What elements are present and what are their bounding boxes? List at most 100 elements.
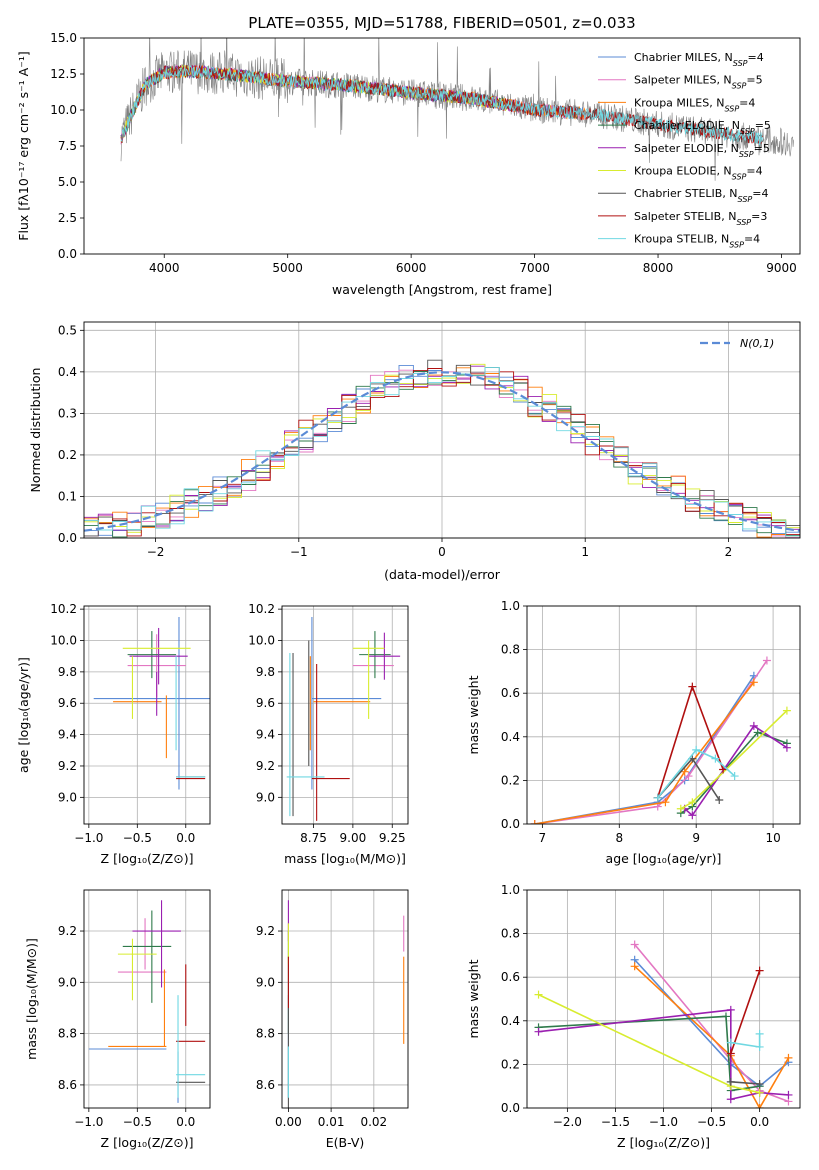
tick-layer: −2 −1 0 1 2 0.0 0.1 0.2 0.3 0.4 0.5	[58, 322, 800, 559]
legend-nssp: 4	[753, 233, 760, 246]
weight-marker	[726, 1077, 735, 1086]
weight-series-line	[657, 748, 736, 799]
y-tick-label: 0.0	[58, 247, 77, 261]
x-tick-label: 8	[615, 831, 623, 845]
legend-label: Kroupa STELIB, NSSP=4	[634, 233, 760, 250]
legend-subscript: SSP	[724, 104, 739, 113]
y-tick-label: 9.6	[256, 696, 275, 710]
x-tick-label: 0.0	[176, 831, 195, 845]
x-tick-label: −1.0	[74, 831, 103, 845]
weight-marker	[755, 1029, 764, 1038]
weight-marker	[782, 743, 791, 752]
legend-eq: =	[747, 51, 756, 64]
x-tick-label: 0	[438, 545, 446, 559]
normal-reference-curve	[84, 371, 800, 532]
legend-eq: =	[746, 165, 755, 178]
x-tick-label: 9.25	[379, 831, 406, 845]
weight-marker	[753, 728, 762, 737]
x-tick-label: −1.0	[649, 1115, 678, 1129]
y-tick-label: 0.4	[58, 365, 77, 379]
y-tick-label: 10.0	[248, 634, 275, 648]
weight-series-line	[634, 943, 789, 1103]
age_vs_mass-panel: 8.75 9.00 9.25 9.0 9.2 9.4 9.6 9.8 10.0 10.2 mass …	[248, 602, 409, 866]
plot-area	[84, 359, 800, 538]
plot-area	[287, 900, 405, 1108]
y-tick-label: 9.2	[256, 924, 275, 938]
y-tick-label: 5.0	[58, 175, 77, 189]
legend-subscript: SSP	[729, 240, 744, 249]
weight-marker	[755, 1080, 764, 1089]
y-axis-label: mass weight	[466, 675, 481, 754]
y-tick-label: 2.5	[58, 211, 77, 225]
y-tick-label: 9.8	[256, 665, 275, 679]
weight-series-line	[534, 660, 768, 824]
plot-area	[286, 616, 401, 821]
legend-subscript: SSP	[732, 172, 747, 181]
y-tick-label: 12.5	[50, 67, 77, 81]
x-tick-label: 0.0	[750, 1115, 769, 1129]
legend-label: Kroupa MILES, NSSP=4	[634, 96, 755, 113]
x-tick-label: 0.00	[275, 1115, 302, 1129]
weight-marker	[653, 793, 662, 802]
y-tick-label: 0.4	[501, 1014, 520, 1028]
weight-marker	[715, 796, 724, 805]
y-tick-label: 7.5	[58, 139, 77, 153]
y-tick-label: 9.0	[58, 975, 77, 989]
axes-frame	[83, 37, 801, 255]
weight-marker	[534, 1027, 543, 1036]
x-axis-label: Z [log₁₀(Z/Z⊙)]	[617, 1135, 710, 1150]
x-tick-label: 9	[692, 831, 700, 845]
weight-series-line	[534, 675, 755, 824]
mass_vs_Z-panel: −1.0 −0.5 0.0 8.6 8.8 9.0 9.2 Z [log₁₀(Z/Z⊙)] ma…	[24, 889, 211, 1150]
weight-marker	[749, 721, 758, 730]
legend-model-name: Chabrier MILES	[634, 51, 718, 64]
y-tick-label: 10.2	[248, 602, 275, 616]
y-tick-label: 0.2	[501, 1057, 520, 1071]
x-tick-label: −2	[147, 545, 165, 559]
weight-series-line	[534, 681, 755, 824]
weight-marker	[534, 990, 543, 999]
legend: N(0,1)	[700, 337, 774, 350]
weight-marker	[721, 1012, 730, 1021]
legend-nssp: 5	[756, 74, 763, 87]
spectrum-data-line	[120, 38, 794, 181]
legend-model-name: Salpeter ELODIE	[634, 142, 724, 155]
x-axis-label: wavelength [Angstrom, rest frame]	[332, 282, 552, 297]
legend-label: Chabrier ELODIE, NSSP=5	[634, 119, 771, 136]
legend-model-name: Kroupa STELIB	[634, 233, 714, 246]
legend-eq: =	[754, 142, 763, 155]
weight-marker	[711, 754, 720, 763]
x-tick-label: 0.02	[360, 1115, 387, 1129]
mass_vs_ebv-panel: 0.00 0.01 0.02 8.6 8.8 9.0 9.2 E(B-V)	[256, 889, 409, 1150]
legend-model-name: Salpeter MILES	[634, 74, 716, 87]
legend-sep: , N	[709, 96, 724, 109]
x-tick-label: 6000	[396, 261, 427, 275]
x-tick-label: 9000	[766, 261, 797, 275]
legend-sep: , N	[725, 119, 740, 132]
y-tick-label: 1.0	[501, 883, 520, 897]
y-tick-label: 10.0	[50, 634, 77, 648]
y-tick-label: 9.2	[58, 924, 77, 938]
legend-nssp: 4	[757, 51, 764, 64]
y-tick-label: 9.0	[256, 790, 275, 804]
weight-marker	[726, 1005, 735, 1014]
legend-eq: =	[751, 210, 760, 223]
axes-frame	[526, 889, 801, 1109]
axes-frame	[281, 605, 409, 825]
x-tick-label: 0.0	[176, 1115, 195, 1129]
legend-sep: , N	[718, 51, 733, 64]
legend-nssp: 4	[756, 165, 763, 178]
tick-layer: 8.75 9.00 9.25 9.0 9.2 9.4 9.6 9.8 10.0 10.2	[248, 602, 408, 845]
weight-series-line	[538, 993, 760, 1094]
weights_vs_age-panel: 7 8 9 10 0.0 0.2 0.4 0.6 0.8 1.0 age [log₁₀(age/yr…	[466, 599, 801, 866]
legend-label: Salpeter STELIB, NSSP=3	[634, 210, 767, 227]
legend-subscript: SSP	[732, 81, 747, 90]
y-tick-label: 9.6	[58, 696, 77, 710]
y-tick-label: 9.0	[58, 790, 77, 804]
weight-series-line	[730, 1081, 760, 1085]
weight-marker	[688, 682, 697, 691]
legend-model-name: Chabrier STELIB	[634, 187, 722, 200]
legend-model-name: Salpeter STELIB	[634, 210, 721, 223]
legend-subscript: SSP	[736, 217, 751, 226]
